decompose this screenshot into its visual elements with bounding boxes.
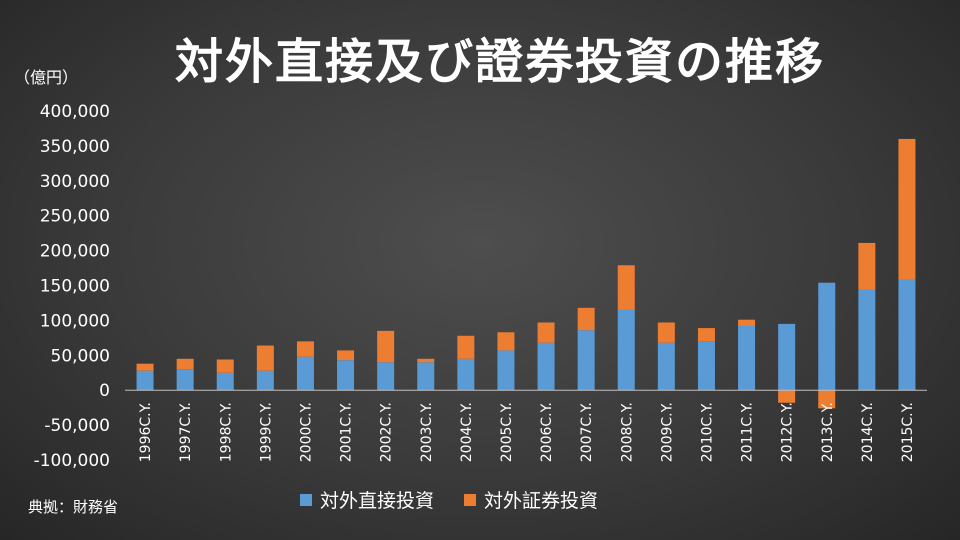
bar-direct-investment	[778, 323, 796, 391]
x-tick-label: 1999C.Y.	[258, 402, 274, 462]
bar-direct-investment	[296, 356, 314, 391]
bar-direct-investment	[497, 350, 515, 391]
y-axis-labels: 400,000 350,000 300,000 250,000 200,000 150,0…	[34, 102, 110, 471]
x-axis-labels: 1996C.Y. 1997C.Y. 1998C.Y. 1999C.Y. 2000C.Y.…	[138, 402, 916, 462]
bar-direct-investment	[738, 325, 756, 391]
x-tick-label: 2006C.Y.	[539, 402, 555, 462]
bar-securities-investment	[858, 242, 876, 289]
bar-securities-investment	[697, 328, 715, 342]
x-tick-label: 2005C.Y.	[499, 402, 515, 462]
x-tick-label: 2009C.Y.	[659, 402, 675, 462]
bar-securities-investment	[497, 332, 515, 351]
legend-swatch-securities	[464, 493, 477, 506]
x-tick-label: 2003C.Y.	[419, 402, 435, 462]
legend-label-direct: 対外直接投資	[320, 490, 435, 512]
source-note: 典拠：財務省	[28, 498, 119, 516]
y-tick-label: 350,000	[40, 137, 110, 157]
x-tick-label: 1996C.Y.	[138, 402, 154, 462]
unit-label: （億円）	[14, 68, 79, 87]
bar-direct-investment	[377, 362, 395, 391]
bar-securities-investment	[577, 307, 595, 331]
bar-direct-investment	[337, 360, 355, 391]
bar-securities-investment	[778, 390, 796, 403]
bar-securities-investment	[617, 265, 635, 310]
x-tick-label: 2010C.Y.	[699, 402, 715, 462]
y-tick-label: 300,000	[40, 172, 110, 192]
bar-securities-investment	[657, 322, 675, 343]
bar-direct-investment	[537, 342, 555, 391]
bar-securities-investment	[457, 335, 475, 359]
x-tick-label: 2008C.Y.	[619, 402, 635, 462]
bar-securities-investment	[216, 359, 234, 373]
x-tick-label: 2015C.Y.	[900, 402, 916, 462]
x-tick-label: 1998C.Y.	[218, 402, 234, 462]
bar-direct-investment	[216, 372, 234, 391]
x-tick-label: 2001C.Y.	[339, 402, 355, 462]
y-tick-label: 0	[99, 381, 110, 401]
x-tick-label: 2012C.Y.	[780, 402, 796, 462]
y-tick-label: 400,000	[40, 102, 110, 122]
legend-label-securities: 対外証券投資	[484, 490, 599, 512]
legend-item-securities: 対外証券投資	[464, 486, 598, 513]
bar-securities-investment	[176, 358, 194, 370]
x-tick-label: 2013C.Y.	[820, 402, 836, 462]
chart-title: 対外直接及び證券投資の推移	[174, 34, 825, 90]
y-tick-label: 100,000	[40, 311, 110, 331]
bar-securities-investment	[818, 390, 836, 409]
bar-securities-investment	[296, 341, 314, 357]
y-tick-label: 50,000	[51, 346, 110, 366]
y-tick-label: 250,000	[40, 207, 110, 227]
bar-securities-investment	[337, 350, 355, 361]
legend-item-direct: 対外直接投資	[300, 486, 434, 513]
x-tick-label: 2000C.Y.	[298, 402, 314, 462]
bar-securities-investment	[537, 322, 555, 343]
x-tick-label: 2014C.Y.	[860, 402, 876, 462]
x-tick-label: 2011C.Y.	[740, 402, 756, 462]
bar-direct-investment	[577, 330, 595, 391]
bar-securities-investment	[898, 138, 916, 280]
bar-direct-investment	[176, 369, 194, 391]
x-tick-label: 2002C.Y.	[379, 402, 395, 462]
y-tick-label: -100,000	[34, 451, 110, 471]
x-tick-label: 1997C.Y.	[178, 402, 194, 462]
bars	[136, 138, 916, 409]
bar-direct-investment	[136, 370, 154, 391]
bar-securities-investment	[377, 330, 395, 363]
bar-securities-investment	[256, 345, 274, 371]
bar-direct-investment	[617, 309, 635, 391]
bar-direct-investment	[256, 370, 274, 391]
legend: 対外直接投資 対外証券投資	[300, 486, 598, 513]
bar-direct-investment	[818, 282, 836, 391]
bar-direct-investment	[898, 279, 916, 391]
bar-securities-investment	[136, 363, 154, 371]
y-tick-label: 200,000	[40, 242, 110, 262]
bar-securities-investment	[738, 319, 756, 326]
x-tick-label: 2004C.Y.	[459, 402, 475, 462]
legend-swatch-direct	[300, 493, 312, 506]
bar-direct-investment	[697, 341, 715, 391]
x-tick-label: 2007C.Y.	[579, 402, 595, 462]
bar-direct-investment	[657, 342, 675, 391]
bar-securities-investment	[417, 358, 435, 363]
bar-direct-investment	[457, 358, 475, 391]
bar-direct-investment	[417, 362, 435, 391]
y-tick-label: -50,000	[44, 416, 110, 436]
y-tick-label: 150,000	[40, 277, 110, 297]
bar-direct-investment	[858, 288, 876, 391]
